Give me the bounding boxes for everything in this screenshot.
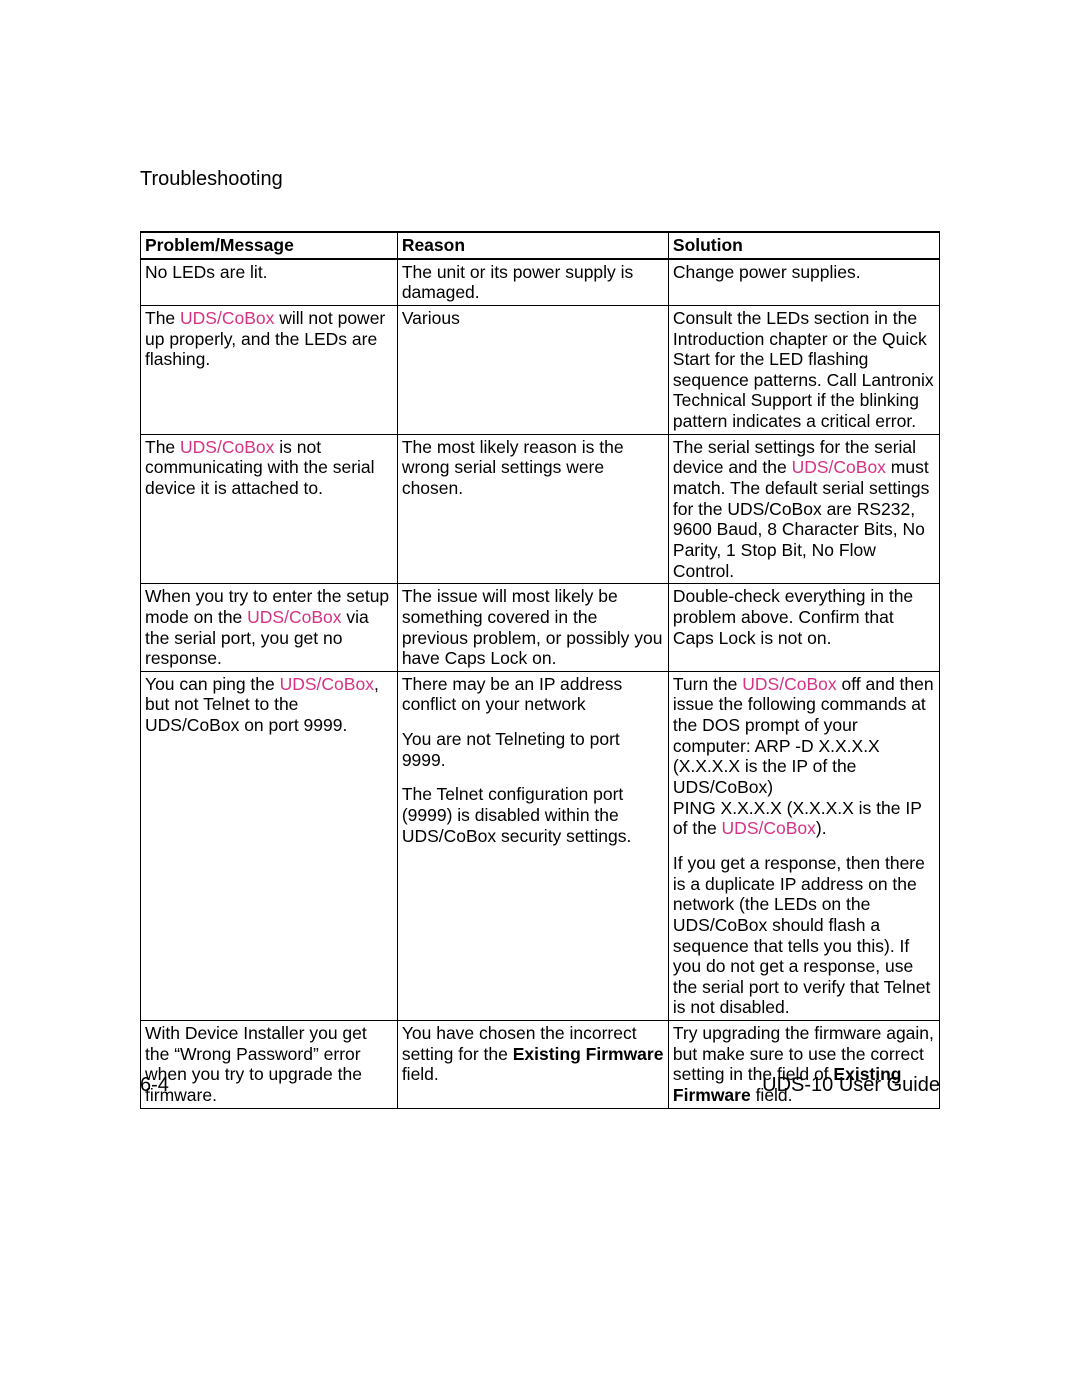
header-solution: Solution — [668, 232, 939, 259]
product-name: UDS/CoBox — [722, 818, 816, 838]
product-name: UDS/CoBox — [280, 674, 374, 694]
table-row: No LEDs are lit. The unit or its power s… — [141, 259, 940, 306]
cell-problem: The UDS/CoBox will not power up properly… — [141, 305, 398, 434]
page-footer: 6-4 UDS-10 User Guide — [140, 1074, 940, 1097]
cell-reason: The most likely reason is the wrong seri… — [397, 434, 668, 583]
product-name: UDS/CoBox — [792, 457, 886, 477]
cell-reason: The unit or its power supply is damaged. — [397, 259, 668, 306]
cell-problem: The UDS/CoBox is not communicating with … — [141, 434, 398, 583]
product-name: UDS/CoBox — [180, 308, 274, 328]
cell-solution: Double-check everything in the problem a… — [668, 584, 939, 672]
product-name: UDS/CoBox — [742, 674, 836, 694]
table-row: You can ping the UDS/CoBox, but not Teln… — [141, 671, 940, 1020]
section-title: Troubleshooting — [140, 168, 940, 191]
table-row: The UDS/CoBox will not power up properly… — [141, 305, 940, 434]
cell-problem: You can ping the UDS/CoBox, but not Teln… — [141, 671, 398, 1020]
header-problem: Problem/Message — [141, 232, 398, 259]
troubleshooting-table: Problem/Message Reason Solution No LEDs … — [140, 231, 940, 1109]
cell-solution: Consult the LEDs section in the Introduc… — [668, 305, 939, 434]
field-name: Existing Firmware — [513, 1044, 664, 1064]
cell-solution: Change power supplies. — [668, 259, 939, 306]
table-row: When you try to enter the setup mode on … — [141, 584, 940, 672]
cell-solution: Turn the UDS/CoBox off and then issue th… — [668, 671, 939, 1020]
product-name: UDS/CoBox — [247, 607, 341, 627]
cell-reason: The issue will most likely be something … — [397, 584, 668, 672]
page-number: 6-4 — [140, 1074, 169, 1097]
cell-reason: There may be an IP address conflict on y… — [397, 671, 668, 1020]
cell-problem: No LEDs are lit. — [141, 259, 398, 306]
doc-title: UDS-10 User Guide — [762, 1074, 940, 1097]
cell-problem: When you try to enter the setup mode on … — [141, 584, 398, 672]
cell-reason: Various — [397, 305, 668, 434]
table-header-row: Problem/Message Reason Solution — [141, 232, 940, 259]
product-name: UDS/CoBox — [180, 437, 274, 457]
cell-solution: The serial settings for the serial devic… — [668, 434, 939, 583]
header-reason: Reason — [397, 232, 668, 259]
table-row: The UDS/CoBox is not communicating with … — [141, 434, 940, 583]
